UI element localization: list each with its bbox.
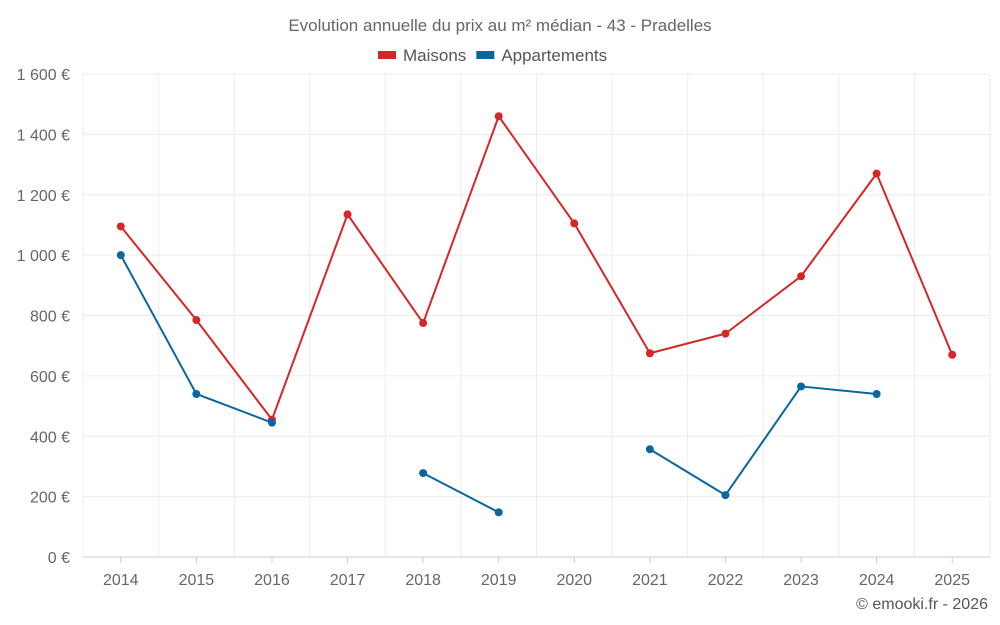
x-tick-label: 2024 — [859, 572, 895, 589]
data-point-maisons[interactable] — [721, 329, 730, 338]
data-point-appartements[interactable] — [872, 389, 881, 398]
data-point-maisons[interactable] — [797, 272, 806, 281]
legend-item-maisons[interactable]: Maisons — [378, 46, 466, 65]
y-axis: 0 € 200 € 400 € 600 € 800 € 1 000 € 1 200 € 1 4… — [17, 67, 70, 567]
data-point-maisons[interactable] — [116, 222, 125, 231]
legend-item-appartements[interactable]: Appartements — [476, 46, 607, 65]
x-tick-label: 2023 — [783, 572, 819, 589]
y-tick-label: 600 € — [30, 369, 70, 386]
y-tick-label: 0 € — [48, 550, 70, 567]
grid-lines — [82, 73, 991, 557]
data-point-appartements[interactable] — [721, 491, 730, 500]
x-tick-label: 2016 — [254, 572, 290, 589]
y-tick-label: 1 000 € — [17, 248, 70, 265]
legend-label: Maisons — [403, 46, 466, 65]
x-axis: 2014 2015 2016 2017 2018 2019 2020 2021 2022 2023… — [83, 556, 990, 589]
x-tick-label: 2025 — [934, 572, 970, 589]
x-tick-label: 2020 — [556, 572, 592, 589]
credit-text: © emooki.fr - 2026 — [856, 596, 988, 613]
y-tick-label: 1 200 € — [17, 188, 70, 205]
x-tick-label: 2018 — [405, 572, 441, 589]
data-point-appartements[interactable] — [645, 445, 654, 454]
x-tick-label: 2021 — [632, 572, 668, 589]
x-tick-label: 2017 — [330, 572, 366, 589]
data-point-maisons[interactable] — [419, 319, 428, 328]
series-line-appartements — [649, 385, 877, 497]
x-tick-label: 2014 — [103, 572, 139, 589]
data-point-maisons[interactable] — [192, 316, 201, 325]
data-point-appartements[interactable] — [797, 382, 806, 391]
data-point-appartements[interactable] — [192, 389, 201, 398]
data-point-maisons[interactable] — [948, 350, 957, 359]
data-point-maisons[interactable] — [570, 219, 579, 228]
legend-swatch-appartements — [476, 51, 495, 59]
y-tick-label: 800 € — [30, 309, 70, 326]
series-appartements — [116, 251, 881, 517]
y-tick-label: 1 600 € — [17, 67, 70, 84]
y-tick-label: 1 400 € — [17, 127, 70, 144]
series-line-appartements — [422, 472, 500, 514]
data-point-maisons[interactable] — [494, 112, 503, 121]
data-point-appartements[interactable] — [116, 251, 125, 260]
data-point-maisons[interactable] — [645, 349, 654, 358]
y-tick-label: 400 € — [30, 429, 70, 446]
y-tick-label: 200 € — [30, 490, 70, 507]
series-maisons — [116, 112, 957, 424]
legend[interactable]: Maisons Appartements — [378, 46, 607, 65]
series-group — [116, 112, 957, 517]
series-line-maisons — [120, 115, 954, 421]
data-point-appartements[interactable] — [494, 508, 503, 517]
data-point-maisons[interactable] — [343, 210, 352, 219]
x-tick-label: 2015 — [179, 572, 215, 589]
x-tick-label: 2022 — [708, 572, 744, 589]
data-point-appartements[interactable] — [267, 418, 276, 427]
legend-label: Appartements — [501, 46, 607, 65]
legend-swatch-maisons — [378, 51, 396, 59]
data-point-appartements[interactable] — [419, 469, 428, 478]
data-point-maisons[interactable] — [872, 169, 881, 178]
x-tick-label: 2019 — [481, 572, 517, 589]
chart-title: Evolution annuelle du prix au m² médian … — [288, 16, 711, 35]
